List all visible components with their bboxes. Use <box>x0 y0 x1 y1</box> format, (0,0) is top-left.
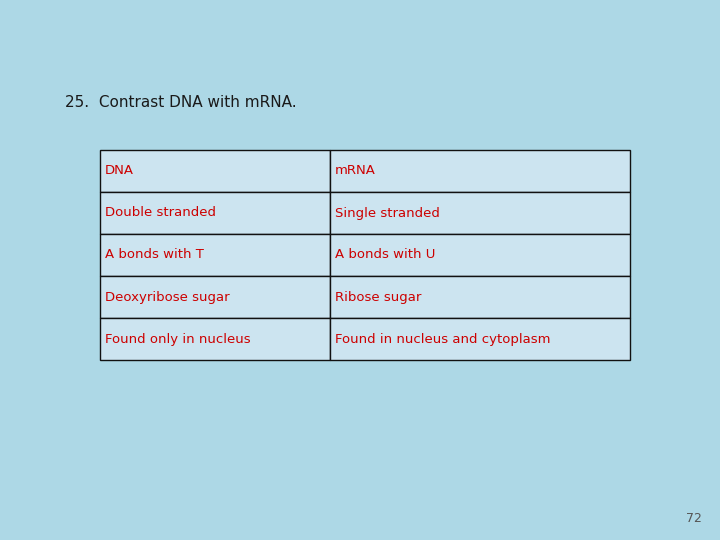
Text: A bonds with T: A bonds with T <box>105 248 204 261</box>
Bar <box>100 318 330 360</box>
Bar <box>100 192 330 234</box>
Bar <box>330 234 630 276</box>
Text: 72: 72 <box>686 512 702 525</box>
Bar <box>330 276 630 318</box>
Text: Found only in nucleus: Found only in nucleus <box>105 333 251 346</box>
Text: 25.  Contrast DNA with mRNA.: 25. Contrast DNA with mRNA. <box>65 95 297 110</box>
Bar <box>330 150 630 192</box>
Bar <box>100 150 330 192</box>
Text: Found in nucleus and cytoplasm: Found in nucleus and cytoplasm <box>335 333 551 346</box>
Bar <box>100 234 330 276</box>
Text: Single stranded: Single stranded <box>335 206 440 219</box>
Text: Ribose sugar: Ribose sugar <box>335 291 421 303</box>
Text: A bonds with U: A bonds with U <box>335 248 436 261</box>
Text: DNA: DNA <box>105 165 134 178</box>
Bar <box>100 276 330 318</box>
Text: Deoxyribose sugar: Deoxyribose sugar <box>105 291 230 303</box>
Text: mRNA: mRNA <box>335 165 376 178</box>
Bar <box>330 192 630 234</box>
Bar <box>330 318 630 360</box>
Text: Double stranded: Double stranded <box>105 206 216 219</box>
